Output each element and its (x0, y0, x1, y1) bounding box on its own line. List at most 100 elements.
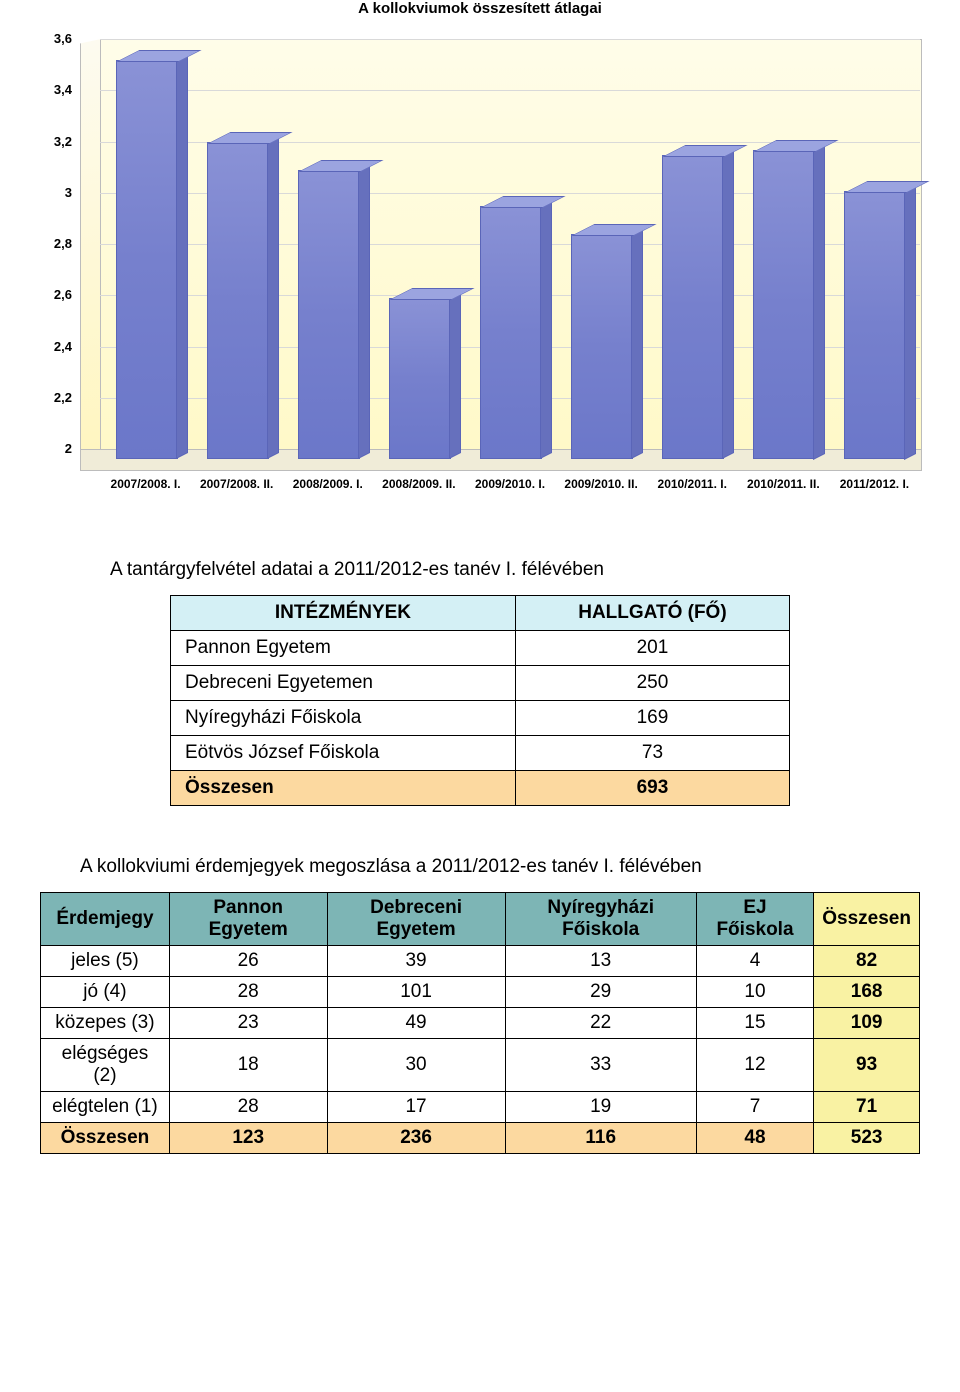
cell: 33 (505, 1039, 696, 1092)
col-header: Összesen (814, 893, 920, 946)
table-row: jó (4) 28 101 29 10 168 (41, 977, 920, 1008)
cell: 7 (696, 1092, 813, 1123)
cell: 28 (169, 977, 327, 1008)
bar-front (844, 191, 906, 460)
x-axis-label: 2007/2008. II. (192, 477, 282, 491)
x-axis-label: 2010/2011. I. (647, 477, 737, 491)
bar-side (267, 136, 279, 459)
bar-side (540, 200, 552, 459)
bar-top (298, 160, 384, 172)
institutions-table: INTÉZMÉNYEK HALLGATÓ (FŐ) Pannon Egyetem… (170, 595, 790, 806)
y-axis-label: 2 (40, 441, 72, 456)
cell: 201 (515, 631, 789, 666)
table-row: Pannon Egyetem 201 (171, 631, 790, 666)
cell: elégséges (2) (41, 1039, 170, 1092)
x-axis-label: 2007/2008. I. (101, 477, 191, 491)
cell: 71 (814, 1092, 920, 1123)
cell: 13 (505, 946, 696, 977)
cell: 12 (696, 1039, 813, 1092)
bar-side (631, 228, 643, 459)
cell: 109 (814, 1008, 920, 1039)
cell: jeles (5) (41, 946, 170, 977)
cell: Eötvös József Főiskola (171, 736, 516, 771)
table-total-row: Összesen 693 (171, 771, 790, 806)
bar-front (116, 60, 178, 459)
cell: 28 (169, 1092, 327, 1123)
cell: 18 (169, 1039, 327, 1092)
cell: közepes (3) (41, 1008, 170, 1039)
cell: 22 (505, 1008, 696, 1039)
cell: 169 (515, 701, 789, 736)
bar-top (844, 181, 930, 193)
cell: 116 (505, 1123, 696, 1154)
cell: 17 (327, 1092, 505, 1123)
cell: 49 (327, 1008, 505, 1039)
page: A kollokviumok összesített átlagai 2 2,2 2… (0, 0, 960, 1194)
chart-title: A kollokviumok összesített átlagai (40, 0, 920, 17)
y-axis-label: 2,2 (40, 390, 72, 405)
col-header: INTÉZMÉNYEK (171, 596, 516, 631)
bar-front (389, 298, 451, 459)
cell: Debreceni Egyetemen (171, 666, 516, 701)
col-header: HALLGATÓ (FŐ) (515, 596, 789, 631)
cell: Összesen (41, 1123, 170, 1154)
bar-front (662, 155, 724, 459)
table2-title: A kollokviumi érdemjegyek megoszlása a 2… (80, 856, 920, 878)
cell: 93 (814, 1039, 920, 1092)
y-axis-label: 3,4 (40, 82, 72, 97)
chart-bars (100, 39, 920, 449)
bar-side (358, 164, 370, 459)
cell: 693 (515, 771, 789, 806)
cell: Pannon Egyetem (171, 631, 516, 666)
x-axis-label: 2009/2010. I. (465, 477, 555, 491)
table1-title: A tantárgyfelvétel adatai a 2011/2012-es… (110, 559, 920, 581)
table-row: közepes (3) 23 49 22 15 109 (41, 1008, 920, 1039)
cell: 101 (327, 977, 505, 1008)
chart-side-wall (80, 39, 101, 457)
x-axis-label: 2011/2012. I. (829, 477, 919, 491)
cell: 10 (696, 977, 813, 1008)
cell: Összesen (171, 771, 516, 806)
col-header: Pannon Egyetem (169, 893, 327, 946)
cell: 30 (327, 1039, 505, 1092)
bar-side (904, 184, 916, 459)
cell: 123 (169, 1123, 327, 1154)
x-axis-label: 2010/2011. II. (738, 477, 828, 491)
cell: 39 (327, 946, 505, 977)
cell: 236 (327, 1123, 505, 1154)
bar-side (449, 292, 461, 459)
col-header: Érdemjegy (41, 893, 170, 946)
cell: 15 (696, 1008, 813, 1039)
bar-front (753, 150, 815, 460)
cell: 523 (814, 1123, 920, 1154)
col-header: Debreceni Egyetem (327, 893, 505, 946)
col-header: Nyíregyházi Főiskola (505, 893, 696, 946)
y-axis-label: 3,6 (40, 31, 72, 46)
cell: 82 (814, 946, 920, 977)
bar-top (662, 145, 748, 157)
y-axis-label: 2,4 (40, 339, 72, 354)
bar-front (571, 234, 633, 459)
cell: 4 (696, 946, 813, 977)
bar-top (571, 224, 657, 236)
bar-front (207, 142, 269, 459)
col-header: EJ Főiskola (696, 893, 813, 946)
bar-front (480, 206, 542, 459)
y-axis-label: 2,8 (40, 236, 72, 251)
cell: jó (4) (41, 977, 170, 1008)
x-axis-label: 2008/2009. II. (374, 477, 464, 491)
bar-top (480, 196, 566, 208)
table-header-row: Érdemjegy Pannon Egyetem Debreceni Egyet… (41, 893, 920, 946)
cell: 168 (814, 977, 920, 1008)
bar-top (207, 132, 293, 144)
bar-top (116, 50, 202, 62)
cell: elégtelen (1) (41, 1092, 170, 1123)
table-total-row: Összesen 123 236 116 48 523 (41, 1123, 920, 1154)
table-row: jeles (5) 26 39 13 4 82 (41, 946, 920, 977)
table-row: elégséges (2) 18 30 33 12 93 (41, 1039, 920, 1092)
cell: 48 (696, 1123, 813, 1154)
table-row: elégtelen (1) 28 17 19 7 71 (41, 1092, 920, 1123)
cell: Nyíregyházi Főiskola (171, 701, 516, 736)
bar-side (813, 143, 825, 459)
y-axis-label: 2,6 (40, 287, 72, 302)
